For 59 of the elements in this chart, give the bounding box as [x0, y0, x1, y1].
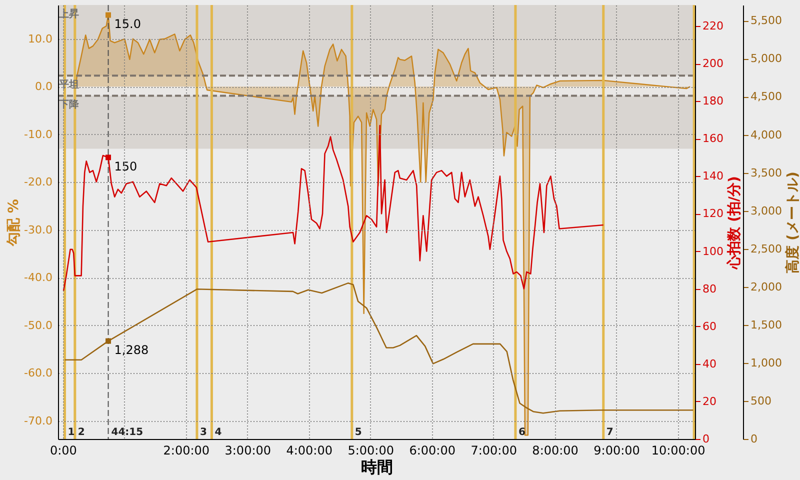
line-series [64, 282, 694, 414]
x-tick-label: 2:00:00 [163, 444, 210, 458]
x-axis-title: 時間 [361, 458, 393, 476]
y2-tick-label: 200 [702, 57, 724, 70]
x-tick-label: 8:00:00 [532, 444, 578, 458]
y3-tick-label: 4,500 [750, 90, 782, 104]
y2-axis-title: 心拍数 (拍/分) [725, 176, 742, 270]
y-tick-label: -20.0 [24, 176, 52, 189]
x-tick-label: 7:00:00 [470, 444, 517, 458]
y3-tick-label: 4,000 [750, 128, 782, 142]
annotation: 1 [68, 427, 75, 438]
y-axis-title: 勾配 % [6, 199, 22, 247]
line-series [62, 124, 604, 292]
x-tick-label: 5:00:00 [348, 444, 394, 458]
y2-tick-label: 140 [702, 170, 724, 183]
y3-tick-label: 1,500 [750, 318, 782, 332]
y3-tick-label: 5,000 [750, 52, 782, 66]
y-tick-label: -30.0 [24, 223, 52, 236]
y3-axis-title: 高度 (メートル) [784, 172, 800, 274]
x-tick-label: 10:00:00 [651, 444, 706, 458]
annotation: 3 [200, 427, 207, 438]
y3-tick-label: 500 [750, 394, 772, 408]
x-tick-label: 3:00:00 [224, 444, 272, 458]
y3-tick-label: 3,500 [750, 166, 782, 180]
data-label: 150 [114, 159, 138, 174]
y2-tick-label: 100 [702, 244, 724, 258]
y2-tick-label: 180 [702, 94, 724, 108]
x-tick-label: 9:00:00 [594, 444, 640, 458]
y3-tick-label: 2,500 [750, 242, 782, 256]
y2-tick-label: 160 [702, 132, 724, 146]
y2-tick-label: 40 [702, 357, 716, 370]
annotation: 4 [214, 427, 222, 438]
y2-tick-label: 0 [702, 432, 710, 446]
x-tick-label: 4:00:00 [286, 444, 332, 458]
y-tick-label: -10.0 [24, 128, 52, 141]
x-tick-label: 6:00:00 [409, 444, 456, 458]
y2-tick-label: 120 [702, 207, 724, 220]
y-tick-label: -60.0 [24, 366, 52, 380]
y-tick-label: 10.0 [28, 32, 52, 46]
y2-tick-label: 220 [702, 20, 724, 33]
x-tick-label: 0:00 [50, 444, 77, 458]
annotation: 7 [606, 427, 614, 438]
y3-tick-label: 2,000 [750, 280, 782, 294]
annotation: 44:15 [111, 427, 144, 438]
data-label: 1,288 [114, 343, 149, 358]
data-label: 15.0 [114, 17, 141, 32]
y2-tick-label: 80 [702, 282, 716, 296]
y2-tick-label: 20 [702, 394, 716, 408]
y2-tick-label: 60 [702, 320, 716, 333]
y-tick-label: -50.0 [24, 318, 52, 332]
y-tick-label: -40.0 [24, 271, 52, 284]
y3-tick-label: 5,500 [750, 14, 782, 28]
y-tick-label: -70.0 [24, 414, 52, 428]
y-tick-label: 0.0 [35, 80, 52, 94]
annotation: 5 [354, 427, 362, 438]
y3-tick-label: 3,000 [750, 204, 782, 218]
annotation: 2 [78, 427, 85, 438]
y3-tick-label: 0 [750, 432, 758, 446]
y3-tick-label: 1,000 [750, 356, 782, 370]
